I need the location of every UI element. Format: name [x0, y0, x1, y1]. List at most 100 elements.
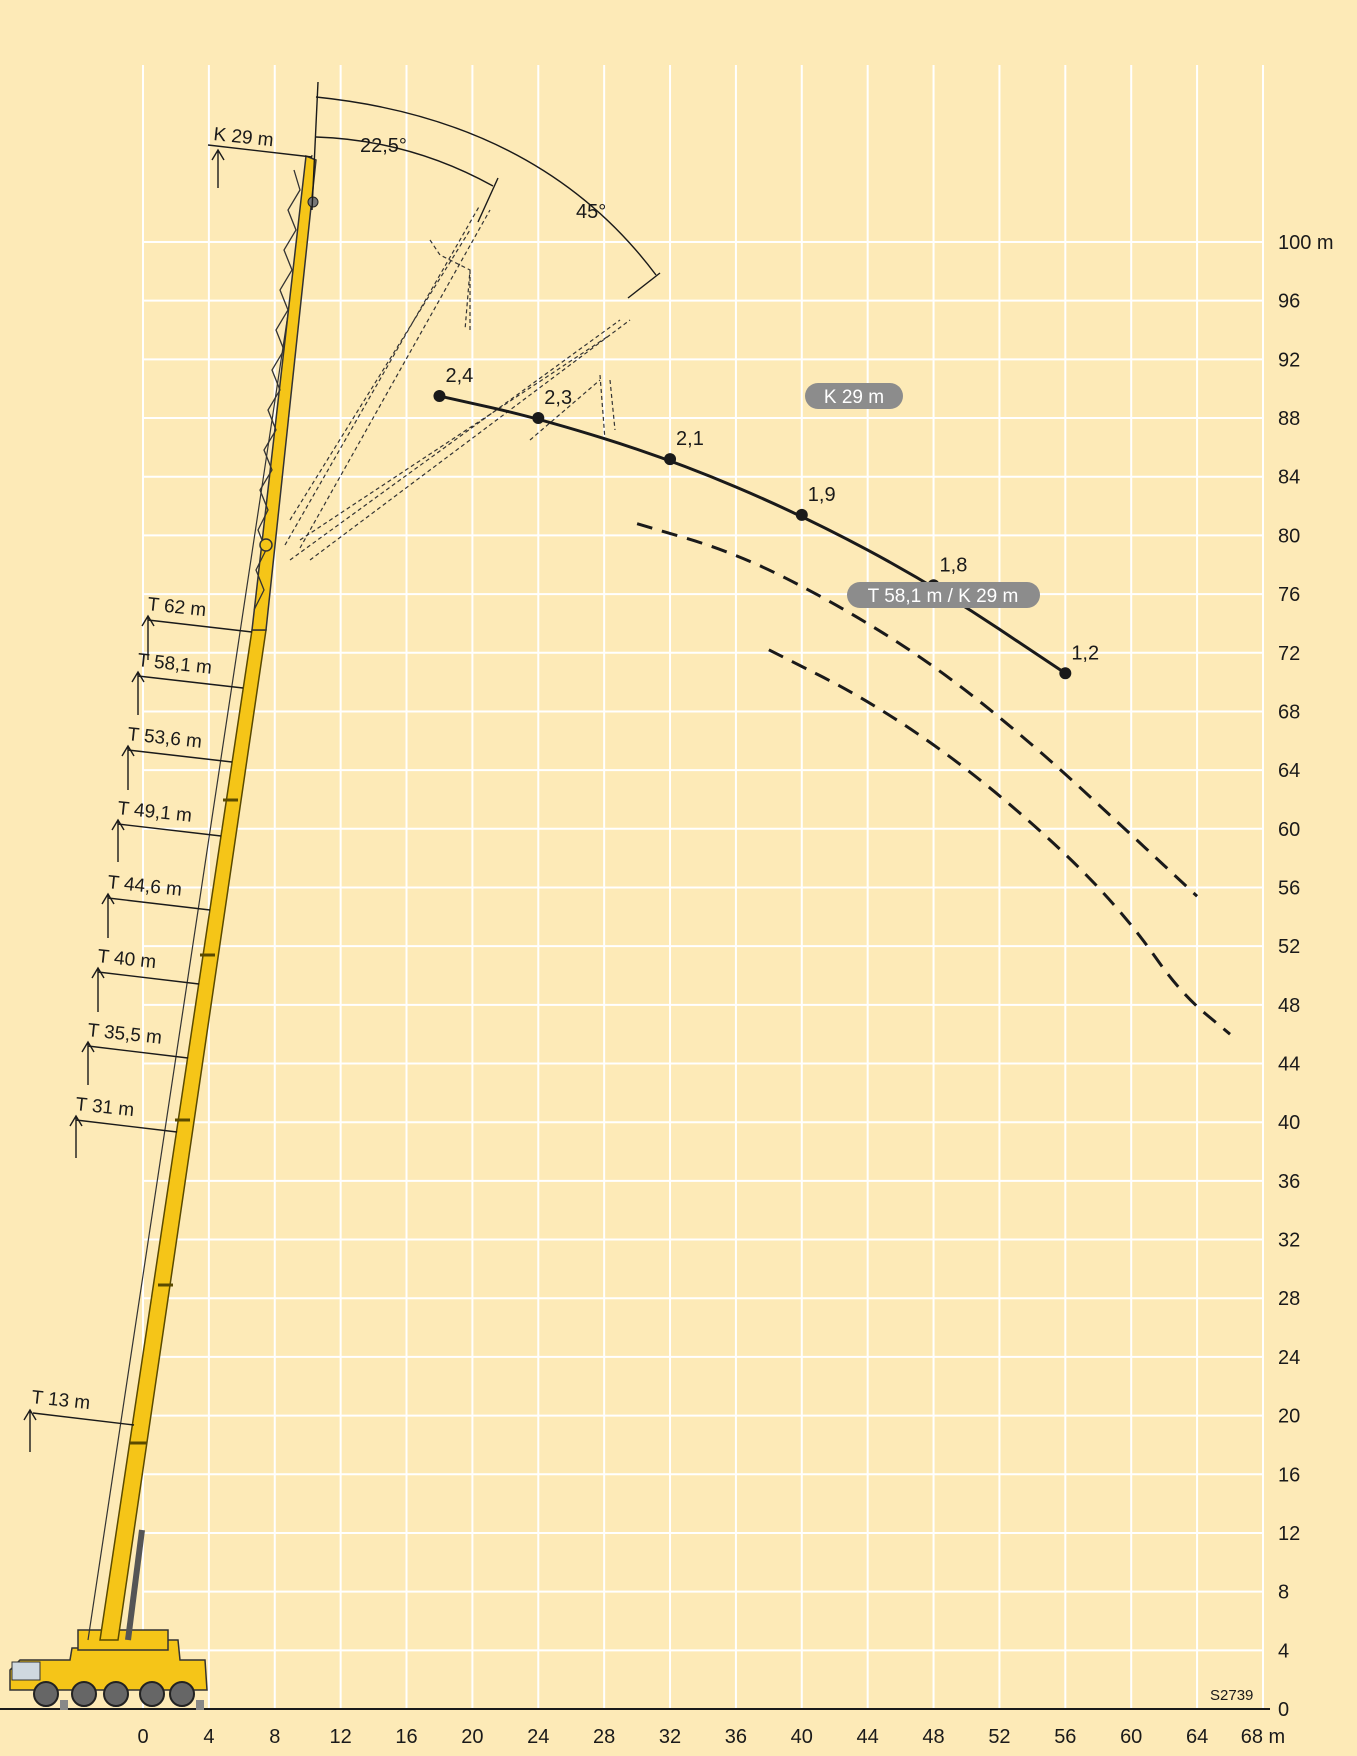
- angle-45-label: 45°: [576, 201, 606, 223]
- y-tick-label: 96: [1278, 291, 1300, 313]
- x-tick-label: 48: [922, 1726, 944, 1748]
- legend-pill-t58-k29: T 58,1 m / K 29 m: [847, 582, 1040, 608]
- x-tick-label: 24: [527, 1726, 549, 1748]
- boom-leader-line: [75, 1119, 178, 1133]
- drawing-code: S2739: [1210, 1687, 1253, 1704]
- series-line-2: [768, 648, 1231, 1036]
- angle-22-5-label: 22,5°: [360, 135, 407, 157]
- y-tick-label: 92: [1278, 349, 1300, 371]
- outrigger: [60, 1700, 68, 1710]
- y-tick-label: 28: [1278, 1288, 1300, 1310]
- y-tick-label: 48: [1278, 995, 1300, 1017]
- jib-position-22-5: [284, 204, 491, 549]
- pill-label: T 58,1 m / K 29 m: [868, 586, 1019, 607]
- crane-cab: [11, 1661, 41, 1681]
- x-tick-label: 52: [988, 1726, 1010, 1748]
- jib-position-45: [289, 319, 631, 561]
- y-tick-label: 64: [1278, 760, 1300, 782]
- boom-arrow: [81, 1040, 95, 1085]
- y-tick-label: 4: [1278, 1640, 1289, 1662]
- boom-luffing-cylinder: [125, 1529, 145, 1641]
- y-tick-label: 12: [1278, 1523, 1300, 1545]
- wheel: [33, 1681, 59, 1707]
- lattice-jib: [251, 154, 319, 631]
- boom-leader-line: [207, 144, 313, 158]
- boom-arrow: [141, 614, 155, 660]
- x-tick-label: 44: [857, 1726, 879, 1748]
- data-label: 1,2: [1071, 642, 1099, 664]
- data-point: [433, 390, 446, 403]
- wheel: [169, 1681, 195, 1707]
- series-group: [439, 394, 1231, 1036]
- boom-leader-line: [137, 675, 244, 689]
- data-label: 2,3: [544, 387, 572, 409]
- jib-body: [251, 154, 317, 631]
- x-tick-label: 12: [330, 1726, 352, 1748]
- data-label: 2,4: [445, 365, 473, 387]
- x-tick-label: 4: [203, 1726, 214, 1748]
- x-tick-label: 28: [593, 1726, 615, 1748]
- crane-superstructure: [77, 1629, 169, 1651]
- wheel: [139, 1681, 165, 1707]
- y-tick-label: 84: [1278, 467, 1300, 489]
- x-tick-label: 0: [137, 1726, 148, 1748]
- legend-pill-k29: K 29 m: [805, 383, 903, 409]
- x-tick-label: 16: [395, 1726, 417, 1748]
- y-tick-label: 76: [1278, 584, 1300, 606]
- y-tick-label: 8: [1278, 1582, 1289, 1604]
- x-tick-label: 68 m: [1241, 1726, 1285, 1748]
- boom-arrow: [23, 1408, 37, 1452]
- boom-arrow: [111, 818, 125, 862]
- angle-45-arc: [315, 96, 657, 276]
- boom-arrow: [121, 744, 135, 790]
- x-axis-ticks: 0 4 8 12 16 20 24 28 32 36 40 44 48 52 56 60 64 68 m: [137, 1726, 1285, 1748]
- jib-pivot: [259, 538, 273, 552]
- data-point: [664, 453, 677, 466]
- x-tick-label: 56: [1054, 1726, 1076, 1748]
- data-point: [532, 412, 545, 425]
- data-label: 2,1: [676, 428, 704, 450]
- y-tick-label: 60: [1278, 819, 1300, 841]
- x-tick-label: 36: [725, 1726, 747, 1748]
- boom-leader-line: [107, 897, 211, 911]
- x-tick-label: 32: [659, 1726, 681, 1748]
- pill-background: [805, 383, 903, 409]
- y-tick-label: 100 m: [1278, 232, 1334, 254]
- boom-leader-line: [97, 971, 200, 985]
- boom-leader-line: [147, 619, 253, 633]
- y-tick-label: 36: [1278, 1171, 1300, 1193]
- boom-arrow: [91, 966, 105, 1012]
- y-tick-label: 16: [1278, 1464, 1300, 1486]
- x-tick-label: 20: [461, 1726, 483, 1748]
- angle-22-5-limit-line: [477, 177, 499, 223]
- x-tick-label: 60: [1120, 1726, 1142, 1748]
- y-tick-label: 0: [1278, 1699, 1289, 1721]
- pill-label: K 29 m: [824, 387, 884, 408]
- y-tick-label: 32: [1278, 1230, 1300, 1252]
- data-label: 1,9: [808, 484, 836, 506]
- series-line-1: [636, 522, 1199, 898]
- y-axis-ticks: 0481216202428323640444852566064687276808…: [1278, 232, 1334, 1721]
- boom-arrow: [211, 148, 225, 188]
- y-tick-label: 40: [1278, 1112, 1300, 1134]
- point-group: [433, 390, 1072, 680]
- pill-background: [847, 582, 1040, 608]
- x-tick-label: 64: [1186, 1726, 1208, 1748]
- y-tick-label: 68: [1278, 701, 1300, 723]
- angle-45-limit-line: [627, 272, 661, 299]
- data-label: 1,8: [940, 554, 968, 576]
- y-tick-label: 80: [1278, 525, 1300, 547]
- boom-leader-line: [87, 1045, 189, 1059]
- boom-leader-line: [32, 1412, 135, 1426]
- boom-leader-line: [117, 823, 222, 837]
- outrigger: [196, 1700, 204, 1710]
- boom-arrow: [101, 892, 115, 938]
- point-label-group: 2,4 2,3 2,1 1,9 1,8 1,2: [445, 365, 1099, 664]
- data-point: [1059, 667, 1072, 680]
- y-tick-label: 88: [1278, 408, 1300, 430]
- x-tick-label: 40: [791, 1726, 813, 1748]
- x-tick-label: 8: [269, 1726, 280, 1748]
- series-line-0: [439, 394, 1067, 675]
- y-tick-label: 56: [1278, 877, 1300, 899]
